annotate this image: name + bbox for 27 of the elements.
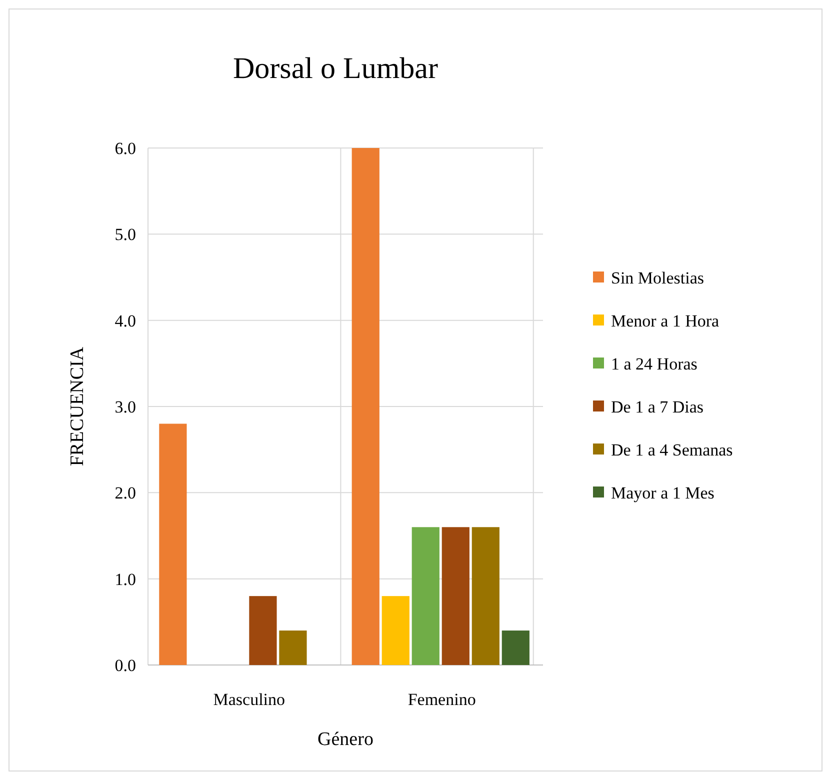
bar bbox=[249, 596, 277, 665]
bar bbox=[159, 424, 187, 665]
legend-label: Sin Molestias bbox=[611, 268, 704, 288]
bar bbox=[472, 527, 500, 665]
x-axis-title: Género bbox=[318, 729, 374, 750]
legend-label: Mayor a 1 Mes bbox=[611, 483, 714, 502]
y-tick-label: 1.0 bbox=[114, 570, 136, 589]
y-tick-label: 3.0 bbox=[114, 397, 136, 416]
legend-label: Menor a 1 Hora bbox=[611, 311, 720, 330]
bar bbox=[279, 630, 307, 665]
bar bbox=[352, 148, 380, 665]
y-tick-label: 5.0 bbox=[114, 225, 136, 244]
x-tick-label: Femenino bbox=[408, 690, 476, 709]
legend-label: De 1 a 4 Semanas bbox=[611, 440, 733, 460]
y-tick-label: 0.0 bbox=[114, 656, 136, 675]
y-tick-label: 4.0 bbox=[114, 311, 136, 330]
legend-label: De 1 a 7 Dias bbox=[611, 397, 704, 416]
x-tick-label: Masculino bbox=[213, 690, 286, 709]
y-tick-label: 6.0 bbox=[114, 138, 136, 158]
y-tick-label: 2.0 bbox=[114, 484, 136, 503]
bar bbox=[442, 527, 470, 665]
legend-label: 1 a 24 Horas bbox=[611, 354, 698, 374]
bar bbox=[412, 527, 440, 665]
bar bbox=[502, 630, 530, 665]
y-axis-title: FRECUENCIA bbox=[67, 346, 88, 466]
bar bbox=[382, 596, 410, 665]
chart-title: Dorsal o Lumbar bbox=[233, 52, 438, 85]
